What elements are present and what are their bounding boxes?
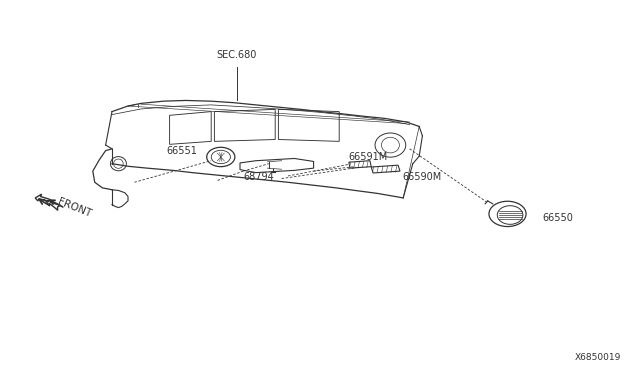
Text: SEC.680: SEC.680 <box>216 49 257 60</box>
Text: FRONT: FRONT <box>56 197 93 219</box>
Text: 66550: 66550 <box>543 213 573 222</box>
Text: X6850019: X6850019 <box>575 353 621 362</box>
Text: 66591M: 66591M <box>349 152 388 162</box>
Text: 66551: 66551 <box>166 146 197 155</box>
Text: 66590M: 66590M <box>402 173 441 182</box>
Text: 68794: 68794 <box>243 172 274 182</box>
